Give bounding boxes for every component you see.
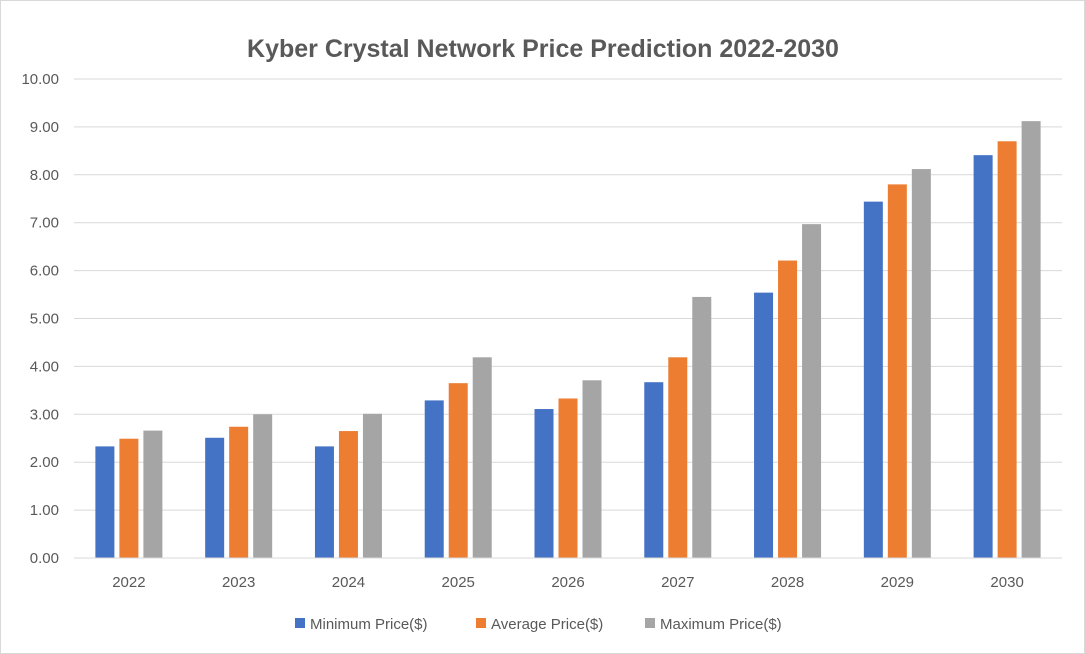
y-tick-label: 1.00 xyxy=(30,502,59,519)
y-tick-label: 9.00 xyxy=(30,119,59,136)
x-tick-label: 2026 xyxy=(551,574,584,591)
y-tick-label: 8.00 xyxy=(30,167,59,184)
bar xyxy=(582,380,602,558)
y-tick-label: 7.00 xyxy=(30,215,59,232)
bar xyxy=(911,169,931,558)
bar xyxy=(1021,121,1041,558)
x-tick-label: 2024 xyxy=(332,574,365,591)
bar xyxy=(997,141,1017,558)
x-tick-label: 2030 xyxy=(990,574,1023,591)
x-tick-label: 2025 xyxy=(442,574,475,591)
bar xyxy=(95,446,115,558)
bar xyxy=(887,184,907,558)
legend-swatch xyxy=(645,618,655,628)
y-tick-label: 4.00 xyxy=(30,358,59,375)
y-tick-label: 10.00 xyxy=(21,71,59,88)
legend-label: Minimum Price($) xyxy=(310,616,428,633)
y-tick-label: 6.00 xyxy=(30,263,59,280)
bar xyxy=(863,201,883,558)
bar xyxy=(338,431,358,558)
bar xyxy=(692,296,712,558)
y-axis-tick-labels: 0.00 1.00 2.00 3.00 4.00 5.00 6.00 7.00 8.00 9.00… xyxy=(21,71,59,567)
bar xyxy=(754,292,774,558)
bar xyxy=(558,398,578,558)
bar xyxy=(314,446,334,558)
bar xyxy=(644,382,664,558)
x-tick-label: 2022 xyxy=(112,574,145,591)
legend-swatch xyxy=(476,618,486,628)
x-axis-tick-labels: 2022 2023 2024 2025 2026 2027 2028 2029 2030 xyxy=(112,574,1024,591)
bar xyxy=(362,413,382,558)
y-tick-label: 2.00 xyxy=(30,454,59,471)
y-tick-label: 5.00 xyxy=(30,311,59,328)
legend: Minimum Price($) Average Price($) Maximum … xyxy=(295,616,782,633)
bar xyxy=(448,383,468,558)
bar xyxy=(205,437,225,558)
bar xyxy=(534,409,554,558)
legend-label: Average Price($) xyxy=(491,616,603,633)
bar xyxy=(143,430,163,558)
x-tick-label: 2027 xyxy=(661,574,694,591)
legend-swatch xyxy=(295,618,305,628)
bar xyxy=(119,438,139,558)
bar xyxy=(973,155,993,558)
y-tick-label: 0.00 xyxy=(30,550,59,567)
chart-title: Kyber Crystal Network Price Prediction 2… xyxy=(247,35,839,63)
bars xyxy=(95,121,1041,558)
bar xyxy=(802,224,822,558)
bar xyxy=(229,426,249,558)
bar xyxy=(253,414,273,558)
x-tick-label: 2028 xyxy=(771,574,804,591)
bar xyxy=(668,357,688,558)
bar xyxy=(472,357,492,558)
legend-label: Maximum Price($) xyxy=(660,616,782,633)
bar xyxy=(778,260,798,558)
bar xyxy=(424,400,444,558)
x-tick-label: 2029 xyxy=(881,574,914,591)
x-tick-label: 2023 xyxy=(222,574,255,591)
y-tick-label: 3.00 xyxy=(30,406,59,423)
